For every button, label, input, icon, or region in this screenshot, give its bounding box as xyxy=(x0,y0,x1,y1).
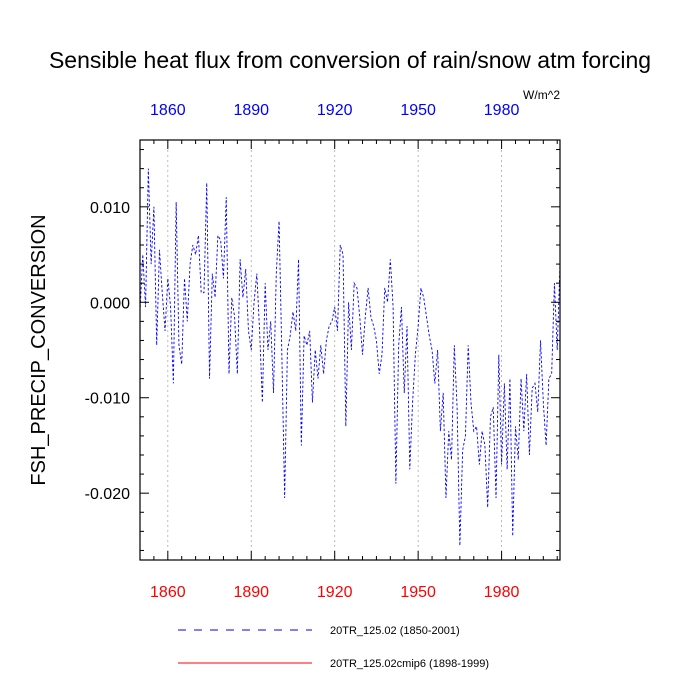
x-tick-label-top: 1980 xyxy=(484,102,520,119)
axis-tick-labels: 1860 1860 1890 1890 1920 1920 1950 1950 1980 1980… xyxy=(85,102,520,601)
x-tick-label-bottom: 1950 xyxy=(400,584,436,601)
x-tick-label-top: 1860 xyxy=(150,102,186,119)
y-tick-label: -0.010 xyxy=(85,391,130,408)
y-axis-label: FSH_PRECIP_CONVERSION xyxy=(28,214,50,485)
plot-frame xyxy=(139,139,561,561)
x-tick-label-bottom: 1860 xyxy=(150,584,186,601)
x-tick-label-bottom: 1920 xyxy=(317,584,353,601)
x-tick-label-top: 1920 xyxy=(317,102,353,119)
legend: 20TR_125.02 (1850-2001) 20TR_125.02cmip6… xyxy=(178,625,489,670)
legend-label-series-1: 20TR_125.02 (1850-2001) xyxy=(330,625,460,637)
y-tick-label: 0.010 xyxy=(90,200,130,217)
data-layer xyxy=(139,168,561,546)
gridlines xyxy=(167,140,502,560)
legend-label-series-2: 20TR_125.02cmip6 (1898-1999) xyxy=(330,658,489,670)
series-line-20TR_125.02 xyxy=(139,168,561,546)
y-tick-label: -0.020 xyxy=(85,486,130,503)
axis-ticks xyxy=(139,140,560,560)
y-tick-label: 0.000 xyxy=(90,295,130,312)
x-tick-label-bottom: 1980 xyxy=(484,584,520,601)
x-tick-label-top: 1890 xyxy=(233,102,269,119)
x-tick-label-top: 1950 xyxy=(400,102,436,119)
chart-units: W/m^2 xyxy=(523,88,560,102)
chart-title: Sensible heat flux from conversion of ra… xyxy=(49,47,651,73)
x-tick-label-bottom: 1890 xyxy=(233,584,269,601)
